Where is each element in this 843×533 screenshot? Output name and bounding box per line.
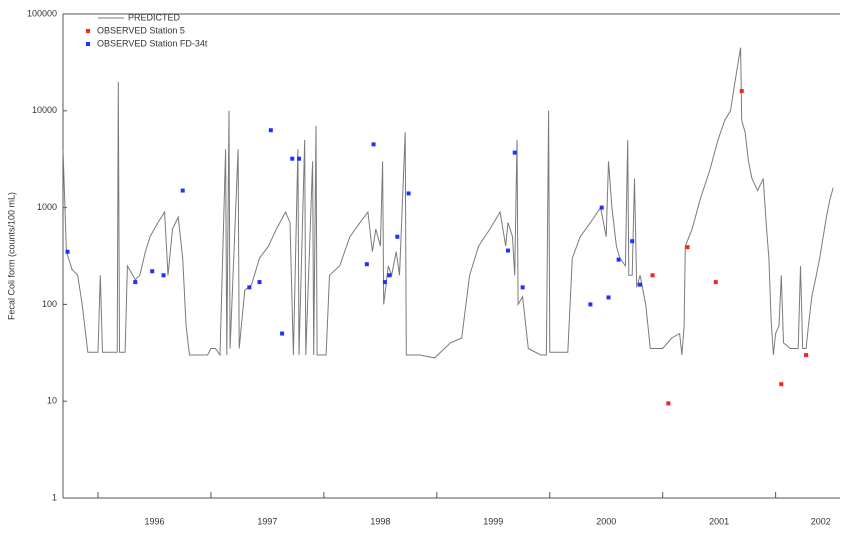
scatter-point xyxy=(638,282,643,287)
y-tick-label: 10 xyxy=(47,396,57,406)
y-tick-label: 1 xyxy=(52,492,57,502)
scatter-point xyxy=(247,285,252,290)
scatter-point xyxy=(512,150,517,155)
scatter-point xyxy=(606,295,611,300)
scatter-point xyxy=(739,89,744,94)
scatter-point xyxy=(779,382,784,387)
x-tick-label: 1997 xyxy=(257,516,277,526)
legend-label: OBSERVED Station 5 xyxy=(97,25,185,35)
scatter-point xyxy=(387,273,392,278)
scatter-point xyxy=(180,188,185,193)
y-tick-label: 1000 xyxy=(37,202,57,212)
scatter-point xyxy=(713,280,718,285)
scatter-point xyxy=(268,128,273,133)
scatter-point xyxy=(666,401,671,406)
y-axis-title: Fecal Coli form (counts/100 mL) xyxy=(6,192,16,320)
scatter-point xyxy=(150,269,155,274)
scatter-point xyxy=(65,249,70,254)
scatter-point xyxy=(599,205,604,210)
scatter-point xyxy=(685,245,690,250)
y-tick-label: 100000 xyxy=(27,8,57,18)
y-tick-label: 10000 xyxy=(32,105,57,115)
scatter-point xyxy=(364,262,369,267)
line-series xyxy=(62,47,834,359)
x-tick-label: 1999 xyxy=(483,516,503,526)
scatter-point xyxy=(382,280,387,285)
x-tick-label: 2001 xyxy=(709,516,729,526)
x-tick-label: 1996 xyxy=(144,516,164,526)
legend-swatch xyxy=(86,29,90,33)
scatter-point xyxy=(505,248,510,253)
scatter-point xyxy=(133,280,138,285)
scatter-point xyxy=(257,280,262,285)
scatter-point xyxy=(161,273,166,278)
scatter-point xyxy=(371,142,376,147)
x-tick-label: 1998 xyxy=(370,516,390,526)
scatter-point xyxy=(804,353,809,358)
scatter-point xyxy=(520,285,525,290)
scatter-point xyxy=(290,156,295,161)
scatter-point xyxy=(395,234,400,239)
scatter-point xyxy=(616,257,621,262)
scatter-point xyxy=(588,302,593,307)
legend-label: PREDICTED xyxy=(128,12,181,22)
x-tick-label: 2000 xyxy=(596,516,616,526)
scatter-point xyxy=(406,191,411,196)
legend-swatch xyxy=(86,42,90,46)
scatter-point xyxy=(280,331,285,336)
scatter-point xyxy=(630,239,635,244)
legend-label: OBSERVED Station FD-34t xyxy=(97,38,208,48)
scatter-point xyxy=(297,156,302,161)
y-tick-label: 100 xyxy=(42,299,57,309)
x-tick-label: 2002 xyxy=(811,516,831,526)
scatter-point xyxy=(650,273,655,278)
